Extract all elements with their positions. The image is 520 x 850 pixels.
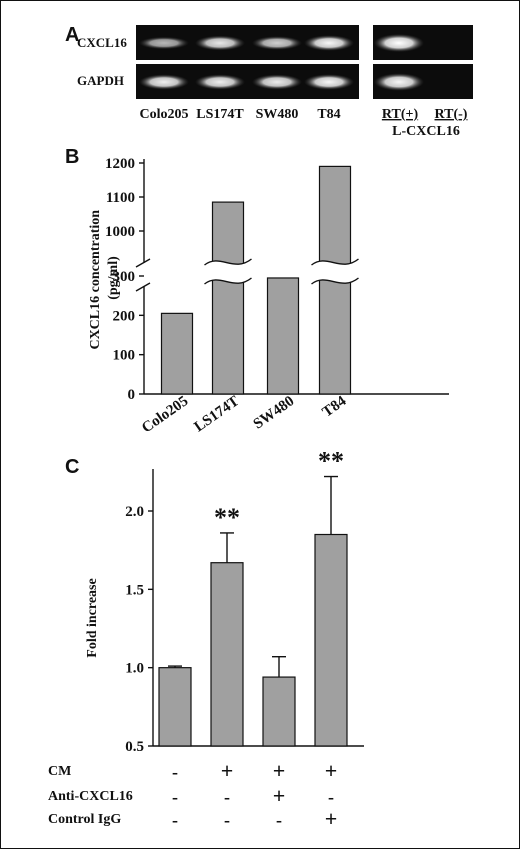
chart-b-xtick-label: Colo205 <box>139 393 191 436</box>
gel-band <box>139 74 189 90</box>
gel-band <box>374 34 424 52</box>
treatment-mark: - <box>276 810 282 830</box>
treatment-row-label: Anti-CXCL16 <box>48 789 133 804</box>
gel-band <box>195 35 245 51</box>
treatment-mark: + <box>273 758 286 783</box>
gel-lane-label-rt-plus: RT(+) <box>382 107 419 122</box>
gel-row-label-gapdh: GAPDH <box>77 73 124 88</box>
chart-c-ytick-label: 0.5 <box>125 739 144 755</box>
chart-b-axis-break <box>135 258 151 292</box>
chart-c-ylabel: Fold increase <box>85 578 100 657</box>
chart-b-bar-break <box>204 259 252 284</box>
treatment-row-label: CM <box>48 764 71 779</box>
chart-b-bar-break-line <box>204 258 252 266</box>
chart-c-significance: ** <box>214 503 240 532</box>
chart-b-bar <box>211 201 245 395</box>
panel-c-letter: C <box>65 456 79 478</box>
chart-c-significance: ** <box>318 447 344 476</box>
treatment-mark: - <box>172 810 178 830</box>
treatment-mark: - <box>224 787 230 807</box>
treatment-mark: + <box>221 758 234 783</box>
gel-lane-label-colo205: Colo205 <box>140 107 189 122</box>
chart-c-bar <box>158 667 192 747</box>
chart-b-bar-break-line <box>204 277 252 285</box>
chart-b-ytick-label: 1000 <box>105 224 135 240</box>
treatment-mark: - <box>172 787 178 807</box>
gel-band <box>252 36 302 50</box>
chart-b-ytick-label: 1200 <box>105 156 135 172</box>
chart-c-bar <box>210 562 244 747</box>
chart-c-ytick-label: 2.0 <box>125 504 144 520</box>
chart-b-ylabel-line1: CXCL16 concentration <box>88 210 103 350</box>
gel-control-label: L-CXCL16 <box>392 124 460 139</box>
chart-b-xtick-label: SW480 <box>251 393 298 432</box>
treatment-mark: + <box>325 806 338 831</box>
treatment-mark: - <box>224 810 230 830</box>
gel-lane-label-rt-minus: RT(-) <box>435 107 468 122</box>
chart-b-ytick-label: 0 <box>128 387 136 403</box>
gel-band <box>304 35 354 51</box>
chart-b-bar <box>160 312 194 395</box>
panel-b-letter: B <box>65 146 79 168</box>
gel-row-label-cxcl16: CXCL16 <box>77 35 127 50</box>
treatment-row-label: Control IgG <box>48 812 121 827</box>
gel-band <box>304 74 354 90</box>
gel-lane-label-t84: T84 <box>317 107 340 122</box>
bar-chart-c: Fold increase 0.51.01.52.0 ****CM - + + +Anti… <box>48 447 364 831</box>
chart-c-ytick-label: 1.5 <box>125 582 144 598</box>
chart-b-ylabel: CXCL16 concentration (pg/ml) <box>88 206 121 349</box>
gel-band <box>252 74 302 90</box>
gel-band <box>195 74 245 90</box>
treatment-mark: + <box>273 783 286 808</box>
chart-b-bar-break <box>311 259 359 284</box>
chart-b-xtick-label: T84 <box>320 393 350 421</box>
chart-c-ytick-label: 1.0 <box>125 661 144 677</box>
chart-b-ylabel-line2: (pg/ml) <box>106 256 121 300</box>
chart-c-bar <box>314 533 348 747</box>
gel-band <box>374 73 424 91</box>
chart-b-ytick-label: 200 <box>113 308 136 324</box>
gel-band <box>139 36 189 50</box>
gel-lane-label-sw480: SW480 <box>256 107 299 122</box>
gel-panel: CXCL16 GAPDH Colo205 LS174T SW480 T84 RT… <box>77 25 473 139</box>
treatment-mark: - <box>328 787 334 807</box>
treatment-mark: + <box>325 758 338 783</box>
chart-b-ytick-label: 300 <box>113 269 136 285</box>
chart-c-bar <box>262 676 296 747</box>
bar-chart-b: CXCL16 concentration (pg/ml) 0 100 200 300 1… <box>88 156 449 436</box>
gel-lane-label-ls174t: LS174T <box>196 107 244 122</box>
chart-b-ytick-label: 1100 <box>106 190 135 206</box>
treatment-mark: - <box>172 762 178 782</box>
chart-b-xtick-label: LS174T <box>191 393 242 435</box>
chart-b-bar-break-line <box>311 258 359 266</box>
chart-b-bar-break-line <box>311 277 359 285</box>
chart-b-bar <box>266 277 300 395</box>
panel-a-letter: A <box>65 24 79 46</box>
chart-b-ytick-label: 100 <box>113 348 136 364</box>
